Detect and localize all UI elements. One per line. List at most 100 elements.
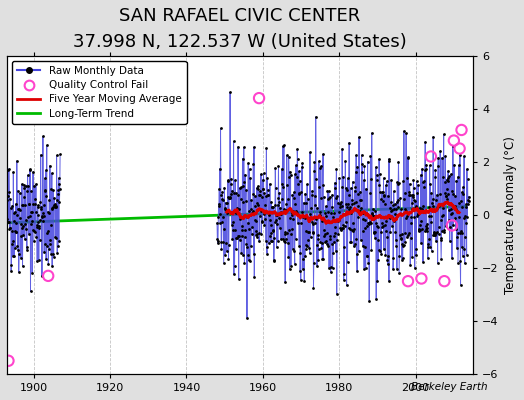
Point [56, 151, 64, 158]
Point [228, 188, 236, 194]
Point [327, 210, 335, 216]
Point [278, 143, 287, 150]
Point [275, 215, 283, 222]
Point [320, 232, 328, 239]
Point [288, 210, 296, 216]
Point [302, 228, 310, 234]
Point [462, 219, 470, 226]
Point [327, 264, 335, 270]
Point [253, 185, 261, 191]
Point [215, 211, 224, 218]
Point [42, 142, 51, 148]
Point [3, 197, 11, 204]
Point [279, 184, 288, 190]
Point [426, 180, 434, 187]
Point [335, 217, 343, 223]
Point [396, 232, 404, 238]
Point [438, 213, 446, 219]
Point [436, 148, 444, 154]
Point [242, 198, 250, 204]
Point [252, 218, 260, 225]
Point [50, 195, 58, 202]
Point [255, 192, 263, 198]
Point [228, 236, 236, 243]
Point [367, 247, 376, 253]
Point [449, 143, 457, 149]
Point [341, 211, 349, 218]
Point [224, 256, 233, 262]
Point [268, 204, 276, 210]
Point [440, 131, 448, 138]
Point [421, 223, 430, 230]
Point [225, 195, 233, 202]
Point [359, 177, 368, 183]
Point [401, 189, 409, 196]
Point [262, 238, 270, 244]
Point [313, 236, 322, 242]
Point [342, 201, 350, 208]
Point [323, 240, 331, 247]
Point [446, 224, 454, 230]
Point [250, 274, 258, 280]
Point [419, 259, 427, 265]
Point [341, 223, 349, 229]
Point [368, 211, 377, 218]
Point [361, 225, 369, 232]
Point [432, 229, 441, 236]
Point [220, 226, 228, 232]
Point [246, 211, 255, 218]
Point [248, 210, 256, 216]
Point [355, 134, 363, 140]
Point [359, 216, 367, 222]
Point [243, 214, 251, 220]
Point [347, 209, 356, 216]
Point [266, 238, 275, 244]
Point [344, 175, 352, 182]
Point [363, 253, 371, 259]
Point [231, 177, 239, 183]
Point [4, 358, 13, 364]
Point [50, 254, 58, 260]
Point [452, 178, 461, 184]
Point [343, 187, 352, 194]
Point [398, 231, 406, 238]
Point [22, 226, 30, 232]
Point [457, 198, 465, 204]
Point [339, 184, 347, 190]
Point [307, 234, 315, 240]
Point [313, 205, 322, 212]
Point [37, 214, 46, 220]
Point [34, 203, 42, 210]
Point [418, 205, 427, 212]
Point [245, 226, 253, 232]
Point [375, 247, 383, 254]
Point [436, 237, 445, 244]
Point [15, 250, 23, 257]
Point [254, 202, 263, 208]
Point [300, 213, 308, 219]
Point [439, 174, 447, 180]
Point [395, 270, 403, 277]
Point [226, 194, 235, 200]
Point [318, 240, 326, 246]
Point [56, 186, 64, 192]
Point [301, 190, 309, 197]
Point [324, 243, 332, 249]
Point [229, 227, 237, 234]
Point [374, 236, 383, 243]
Point [287, 231, 296, 237]
Point [35, 257, 43, 263]
Point [399, 242, 408, 248]
Point [322, 219, 331, 226]
Point [383, 234, 391, 240]
Point [51, 204, 60, 211]
Point [223, 248, 231, 254]
Point [321, 230, 329, 237]
Point [287, 212, 296, 218]
Point [459, 184, 467, 190]
Point [34, 212, 42, 218]
Point [456, 258, 464, 264]
Point [403, 213, 411, 219]
Point [411, 205, 420, 212]
Point [21, 221, 29, 227]
